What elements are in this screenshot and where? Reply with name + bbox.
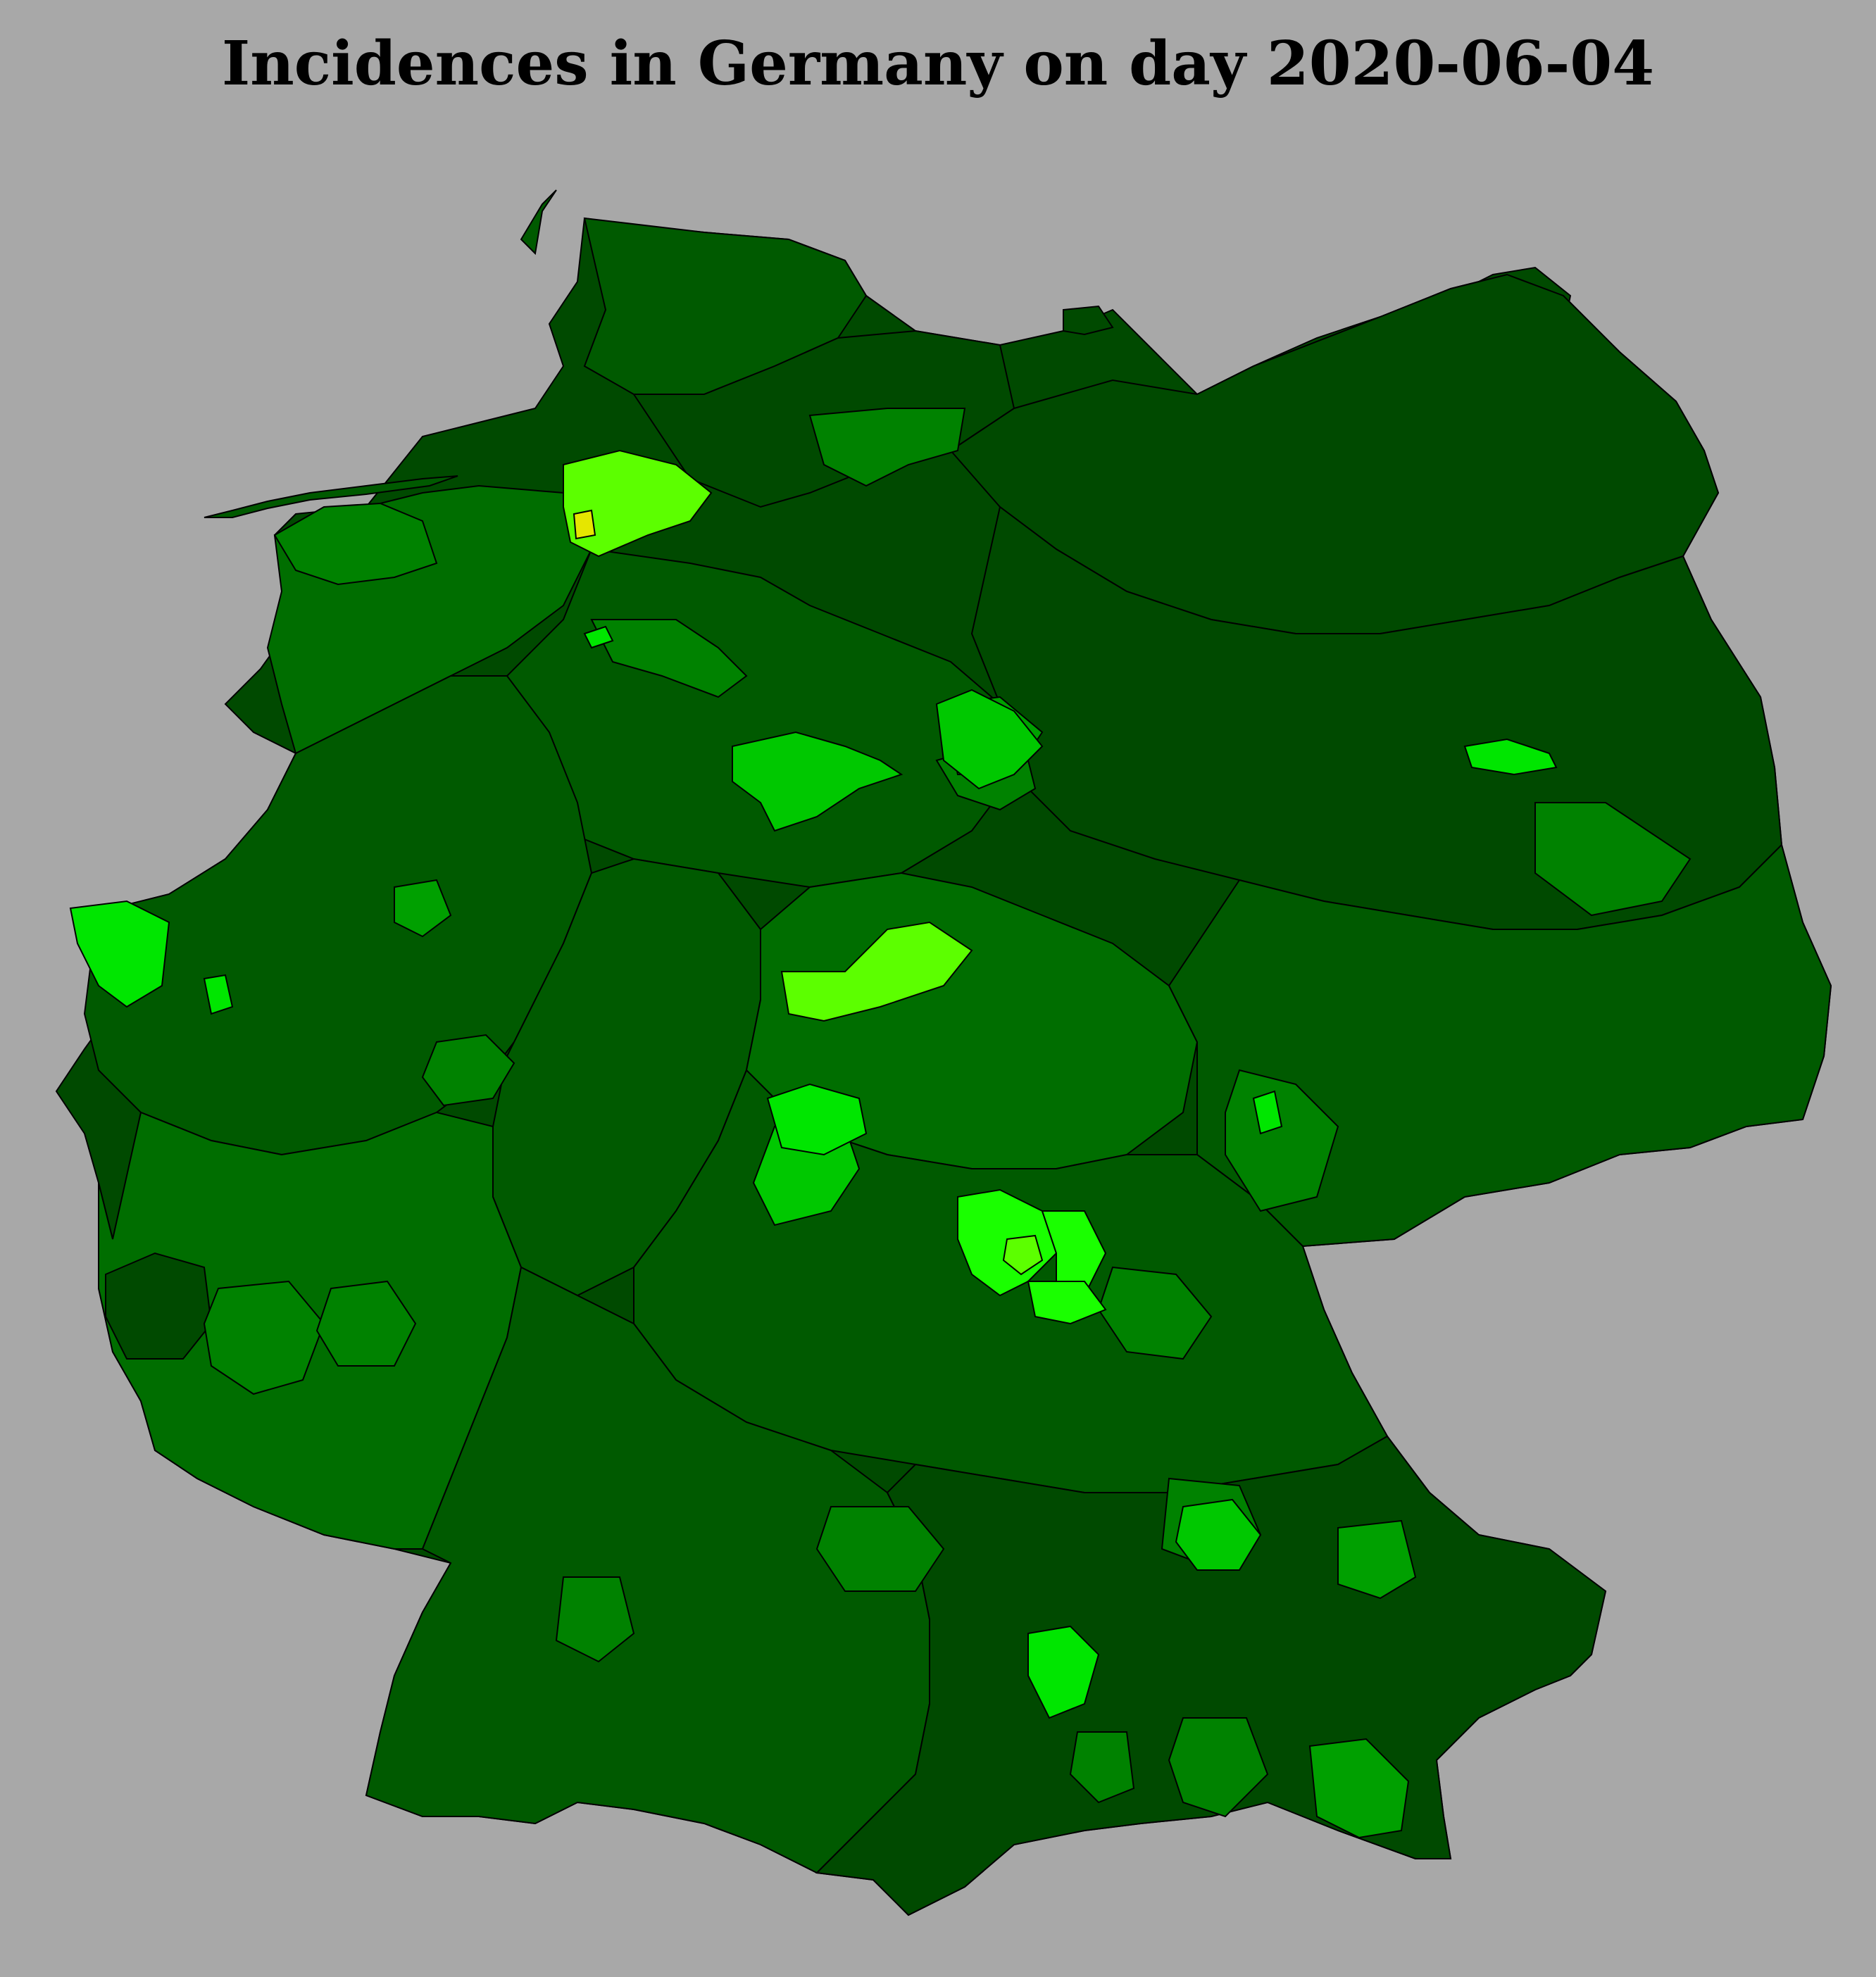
- district-hameln-pyrmont: [732, 731, 903, 832]
- region-saarland: [105, 1252, 213, 1360]
- district-goettingen: [780, 921, 973, 1022]
- district-rosenheim: [1168, 1717, 1269, 1818]
- district-lk-munich: [1069, 1731, 1135, 1804]
- district-rottal-inn: [1337, 1519, 1417, 1600]
- district-berlin-area: [1463, 738, 1558, 776]
- district-traunstein: [1308, 1738, 1410, 1839]
- district-eisenach: [766, 1083, 868, 1156]
- fehmarn-island: [1063, 305, 1114, 336]
- district-bautzen: [1225, 1069, 1339, 1212]
- district-neustadt-aisch: [1027, 1625, 1100, 1719]
- frisian-islands: [204, 475, 458, 518]
- district-westerwald: [203, 1280, 325, 1395]
- district-kirchheim: [1252, 1090, 1283, 1135]
- district-wilhelmshaven: [573, 509, 596, 540]
- district-friesland: [563, 449, 713, 558]
- district-aachen-small: [203, 974, 234, 1015]
- district-stade: [808, 408, 966, 487]
- map-title: Incidences in Germany on day 2020-06-04: [221, 28, 1655, 99]
- district-paderborn: [421, 1034, 515, 1107]
- district-augsburg: [815, 1506, 945, 1592]
- district-dresden-area: [1534, 802, 1691, 917]
- northern-islands: [520, 189, 557, 256]
- district-cuxhaven: [273, 502, 438, 586]
- district-vogelsberg: [315, 1280, 417, 1367]
- region-baden-wuerttemberg: [365, 1266, 930, 1874]
- district-dingolfing: [1175, 1498, 1262, 1571]
- district-emsland-tiny: [583, 625, 614, 649]
- district-heinsberg: [69, 900, 170, 1008]
- district-tirschenreuth: [1027, 1281, 1107, 1325]
- district-harburg: [590, 619, 748, 698]
- district-coburg-town: [1002, 1234, 1044, 1276]
- district-soltau: [935, 689, 1044, 790]
- district-calw: [555, 1576, 635, 1663]
- district-gueterloh: [394, 879, 452, 938]
